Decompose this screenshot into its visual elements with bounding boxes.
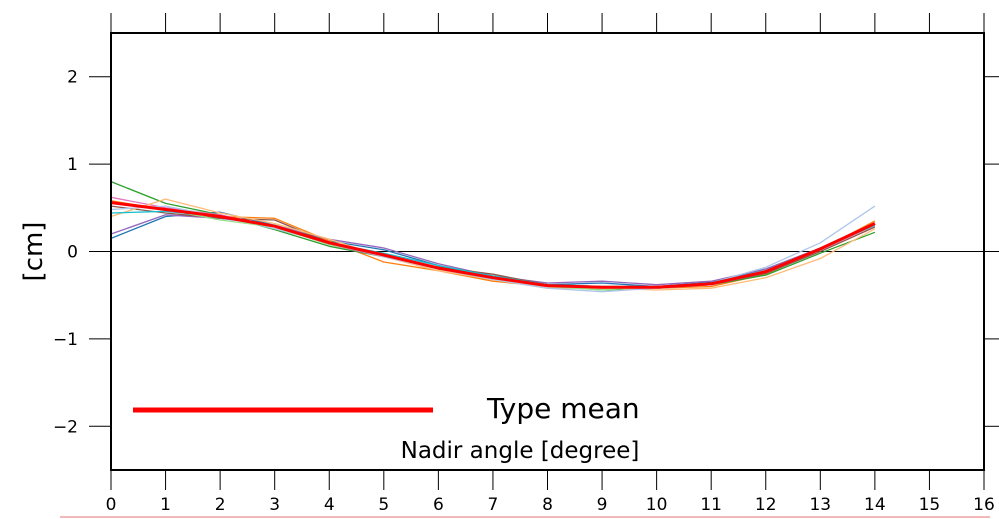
x-tick-label: 4 (324, 495, 335, 515)
x-tick-label: 8 (542, 495, 553, 515)
y-tick-label: 2 (67, 68, 78, 88)
x-tick-label: 7 (488, 495, 499, 515)
legend-label-type-mean: Type mean (486, 392, 640, 425)
x-tick-label: 0 (106, 495, 117, 515)
y-axis-label: [cm] (19, 222, 49, 282)
series-layer (110, 180, 876, 293)
x-tick-label: 1 (160, 495, 171, 515)
x-tick-label: 16 (973, 495, 995, 515)
x-tick-label: 12 (755, 495, 777, 515)
x-tick-label: 15 (919, 495, 941, 515)
x-tick-label: 13 (809, 495, 831, 515)
y-tick-label: 0 (67, 243, 78, 263)
x-tick-label: 14 (864, 495, 886, 515)
x-tick-label: 5 (378, 495, 389, 515)
y-tick-label: −2 (53, 417, 78, 437)
x-tick-label: 10 (646, 495, 668, 515)
series-line-type-mean (110, 201, 876, 289)
x-tick-label: 6 (433, 495, 444, 515)
x-tick-label: 3 (269, 495, 280, 515)
y-tick-label: −1 (53, 330, 78, 350)
x-axis-label: Nadir angle [degree] (401, 438, 640, 464)
x-tick-label: 9 (597, 495, 608, 515)
x-tick-label: 11 (700, 495, 722, 515)
y-tick-label: 1 (67, 155, 78, 175)
legend: Type mean (133, 392, 640, 425)
x-tick-label: 2 (215, 495, 226, 515)
